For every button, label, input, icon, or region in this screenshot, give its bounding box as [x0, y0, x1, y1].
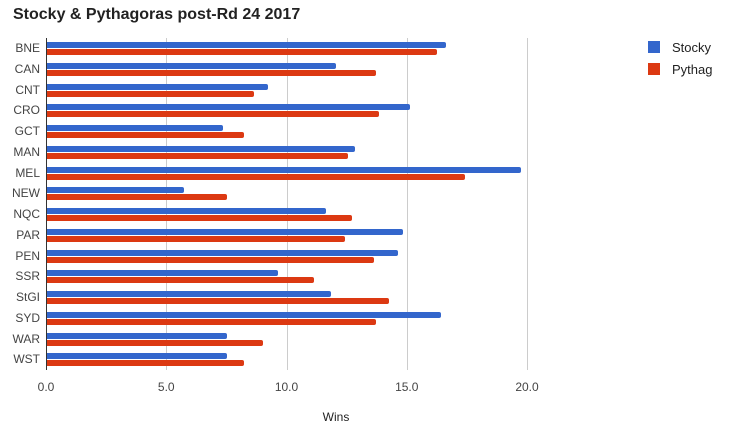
bar-stocky-par[interactable]: [47, 228, 403, 235]
legend-swatch-pythag: [648, 63, 660, 75]
category-label: MAN: [13, 144, 40, 159]
x-tick-label: 0.0: [37, 380, 55, 394]
gridline: [527, 38, 528, 370]
bar-pythag-par[interactable]: [47, 235, 346, 242]
category-label: SYD: [15, 310, 40, 325]
bar-pythag-gct[interactable]: [47, 132, 245, 138]
category-label: WST: [13, 352, 40, 367]
bar-pythag-cro[interactable]: [47, 111, 379, 118]
bar-pythag-ssr[interactable]: [47, 277, 314, 284]
bar-stocky-bne[interactable]: [47, 42, 447, 48]
bar-stocky-wst[interactable]: [47, 353, 228, 360]
bar-pythag-mel[interactable]: [47, 173, 466, 180]
bar-pythag-stgi[interactable]: [47, 298, 389, 304]
bar-stocky-gct[interactable]: [47, 125, 223, 131]
legend-swatch-stocky: [648, 41, 660, 53]
bar-stocky-man[interactable]: [47, 145, 355, 152]
category-label: PAR: [16, 227, 40, 242]
category-label: NEW: [12, 186, 40, 201]
category-label: GCT: [14, 124, 40, 138]
category-label: PEN: [15, 248, 40, 263]
category-label: BNE: [15, 41, 40, 55]
category-label: CAN: [14, 61, 40, 76]
bar-pythag-bne[interactable]: [47, 49, 437, 55]
bar-stocky-cnt[interactable]: [47, 83, 269, 90]
x-tick-label: 10.0: [274, 380, 299, 394]
category-label: MEL: [15, 165, 40, 180]
bar-stocky-war[interactable]: [47, 332, 228, 339]
legend-label-stocky: Stocky: [672, 39, 712, 55]
bar-pythag-cnt[interactable]: [47, 90, 254, 97]
bar-stocky-syd[interactable]: [47, 311, 442, 318]
legend: Stocky Pythag: [648, 36, 712, 80]
zero-axis-line: [46, 38, 47, 370]
bar-pythag-nqc[interactable]: [47, 215, 353, 221]
bar-pythag-man[interactable]: [47, 152, 348, 159]
bar-pythag-can[interactable]: [47, 69, 377, 76]
gridline: [166, 38, 168, 370]
bar-pythag-war[interactable]: [47, 339, 264, 346]
category-label: SSR: [15, 269, 40, 284]
plot-area: [46, 38, 574, 370]
bar-pythag-pen[interactable]: [47, 256, 375, 263]
chart-title: Stocky & Pythagoras post-Rd 24 2017: [13, 6, 301, 23]
category-label: CNT: [15, 82, 40, 97]
bar-pythag-syd[interactable]: [47, 318, 377, 325]
legend-item-pythag[interactable]: Pythag: [648, 58, 712, 80]
bar-stocky-cro[interactable]: [47, 104, 411, 111]
bar-pythag-wst[interactable]: [47, 360, 245, 367]
category-label: CRO: [13, 103, 40, 118]
x-tick-label: 5.0: [157, 380, 175, 394]
legend-item-stocky[interactable]: Stocky: [648, 36, 712, 58]
category-label: WAR: [12, 331, 40, 346]
gridline: [286, 38, 288, 370]
bar-stocky-ssr[interactable]: [47, 270, 278, 277]
bar-stocky-pen[interactable]: [47, 249, 399, 256]
category-label: NQC: [13, 207, 40, 221]
category-label: StGI: [15, 290, 40, 304]
x-tick-label: 15.0: [395, 380, 419, 394]
gridline: [406, 38, 408, 370]
bar-pythag-new[interactable]: [47, 194, 228, 201]
bar-stocky-stgi[interactable]: [47, 291, 331, 297]
x-tick-label: 20.0: [515, 380, 539, 394]
bar-stocky-mel[interactable]: [47, 166, 521, 173]
legend-label-pythag: Pythag: [672, 61, 713, 77]
x-axis-label: Wins: [322, 410, 350, 424]
bar-stocky-nqc[interactable]: [47, 208, 326, 214]
bar-stocky-can[interactable]: [47, 62, 336, 69]
bar-stocky-new[interactable]: [47, 187, 185, 194]
